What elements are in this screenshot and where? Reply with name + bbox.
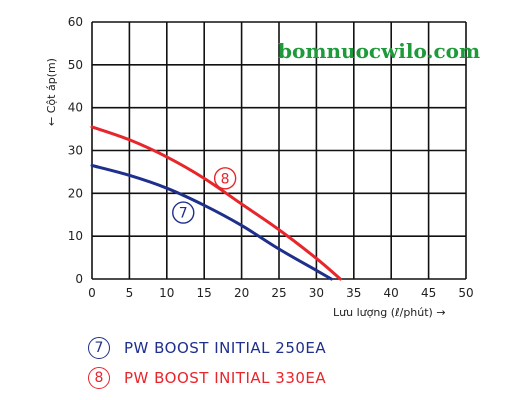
legend-item: 8 PW BOOST INITIAL 330EA: [88, 363, 326, 393]
x-tick-label: 35: [346, 286, 361, 300]
x-axis-label: Lưu lượng (ℓ/phút) →: [333, 306, 446, 319]
x-tick-label: 50: [458, 286, 473, 300]
x-tick-label: 10: [159, 286, 174, 300]
legend-item: 7 PW BOOST INITIAL 250EA: [88, 333, 326, 363]
x-tick-label: 30: [309, 286, 324, 300]
grid: [91, 21, 467, 280]
x-tick-label: 45: [421, 286, 436, 300]
y-tick-label: 60: [68, 15, 83, 29]
x-tick-label: 5: [126, 286, 134, 300]
y-tick-label: 0: [75, 272, 83, 286]
series-marker-circle: [213, 167, 237, 190]
y-tick-label: 20: [68, 186, 83, 200]
y-tick-label: 50: [68, 58, 83, 72]
series-marker-label: 8: [221, 171, 230, 187]
y-tick-label: 30: [68, 144, 83, 158]
y-tick-label: 10: [68, 229, 83, 243]
x-tick-label: 25: [271, 286, 286, 300]
series-marker-8: 8: [213, 167, 237, 190]
legend-label: PW BOOST INITIAL 250EA: [124, 339, 327, 357]
series-marker-7: 7: [172, 201, 195, 224]
watermark: bomnuocwilo.com: [278, 39, 480, 63]
y-tick-label: 40: [68, 101, 83, 115]
legend-label: PW BOOST INITIAL 330EA: [124, 369, 327, 387]
tick-labels: 0 5 10 15 20 25 30 35 40 45 50 0 10 20 30 40 50 60: [68, 15, 474, 300]
legend-marker: 8: [88, 367, 110, 389]
series-marker-label: 7: [179, 206, 188, 222]
series-line-7: [90, 163, 333, 281]
series-layer: 78: [90, 125, 342, 281]
legend: 7 PW BOOST INITIAL 250EA 8 PW BOOST INIT…: [88, 333, 326, 393]
series-marker-circle: [172, 201, 195, 224]
legend-marker: 7: [88, 337, 110, 359]
x-tick-label: 15: [197, 286, 212, 300]
x-tick-label: 0: [88, 286, 96, 300]
x-tick-label: 20: [234, 286, 249, 300]
y-axis-label: ← Cột áp(m): [45, 58, 58, 126]
x-tick-label: 40: [384, 286, 399, 300]
series-line-8: [90, 125, 342, 281]
